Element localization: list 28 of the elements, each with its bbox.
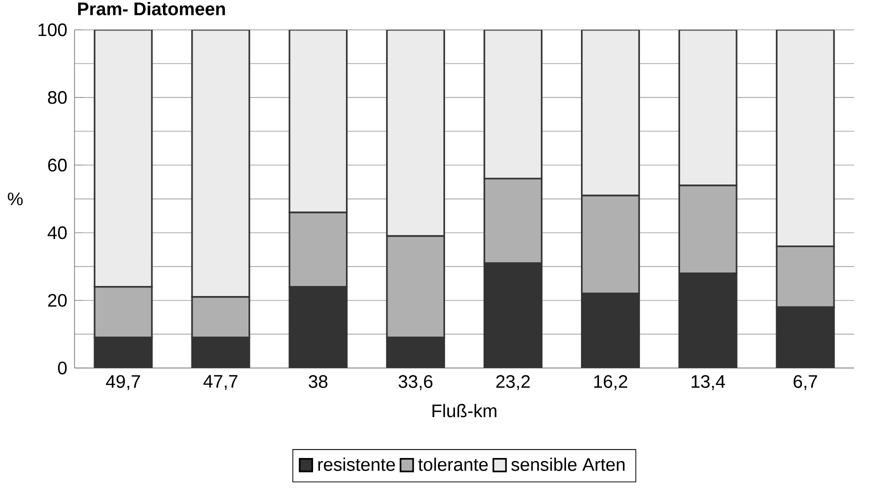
bar [678, 30, 738, 186]
y-tick-label: 40 [48, 226, 67, 240]
y-tick-label: 60 [48, 158, 67, 172]
legend-label: sensible Arten [511, 458, 625, 472]
x-tick-label: 13,4 [692, 375, 725, 390]
bar [776, 30, 835, 248]
bar [94, 30, 153, 288]
bar [288, 30, 348, 214]
x-tick-label: 33,6 [398, 375, 432, 390]
y-tick-label: 20 [48, 294, 67, 307]
legend-label: resistente [318, 458, 395, 472]
x-tick-label: 49,7 [106, 375, 140, 390]
x-tick-label: 38 [308, 375, 328, 388]
x-tick-label: 23,2 [496, 375, 530, 390]
bar [580, 30, 640, 196]
y-axis-title: % [8, 192, 23, 206]
x-tick-label: 6,7 [794, 375, 818, 390]
y-tick-label: 0 [58, 362, 67, 375]
chart-title: Pram- Diatomeen [78, 2, 225, 16]
legend-label: tolerante [418, 458, 488, 472]
y-tick-label: 80 [48, 91, 67, 104]
bar [386, 30, 446, 237]
x-axis-title: Fluß-km [432, 404, 496, 418]
x-tick-label: 16,2 [594, 375, 628, 390]
bar [191, 30, 250, 298]
x-tick-label: 47,7 [203, 375, 238, 390]
bar [484, 30, 542, 180]
y-tick-label: 100 [38, 23, 67, 36]
